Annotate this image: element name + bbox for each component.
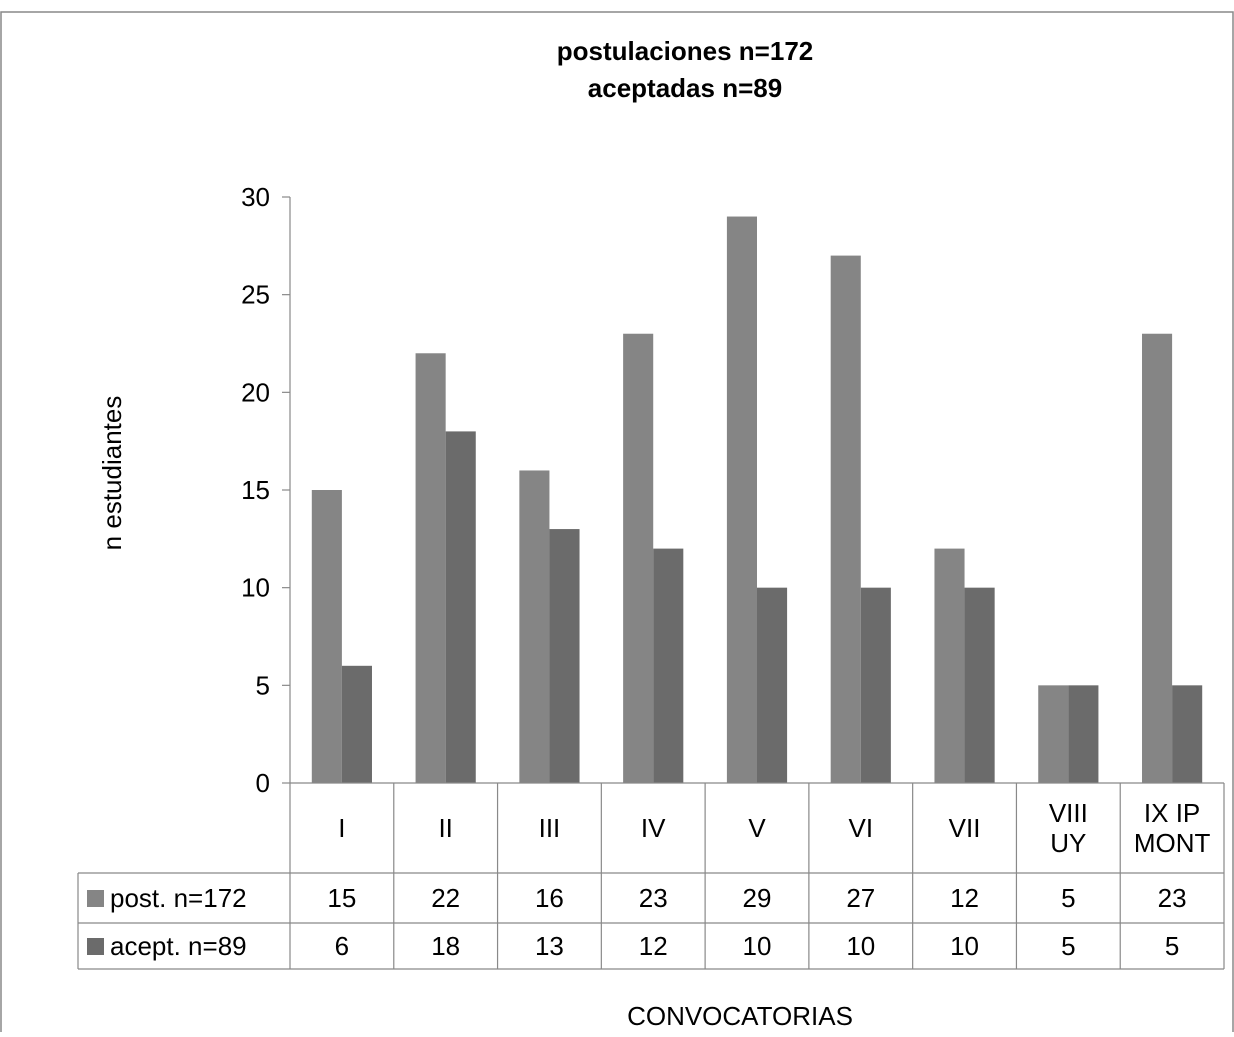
bar-post [830, 255, 861, 784]
bar-post [1038, 685, 1069, 783]
table-value: 27 [846, 883, 875, 913]
table-value: 13 [535, 931, 564, 961]
category-label: VII [949, 813, 981, 843]
bar-acept [445, 431, 476, 783]
chart-title-line-1: postulaciones n=172 [557, 36, 813, 66]
bar-acept [549, 529, 580, 783]
table-value: 10 [950, 931, 979, 961]
bar-post [623, 333, 654, 783]
table-value: 12 [950, 883, 979, 913]
category-label: IV [641, 813, 666, 843]
bar-post [311, 490, 342, 783]
bar-post [519, 470, 550, 783]
category-label: UY [1050, 828, 1086, 858]
table-value: 12 [639, 931, 668, 961]
category-label: II [438, 813, 452, 843]
y-axis-label: n estudiantes [97, 396, 127, 551]
x-axis-label: CONVOCATORIAS [627, 1001, 853, 1031]
category-label: IX IP [1144, 798, 1200, 828]
bar-acept [860, 587, 891, 783]
y-tick-label: 10 [241, 573, 270, 603]
table-value: 5 [1165, 931, 1179, 961]
y-tick-label: 5 [256, 670, 270, 700]
category-label: I [338, 813, 345, 843]
y-tick-label: 0 [256, 768, 270, 798]
bar-post [1142, 333, 1173, 783]
legend-label-acept: acept. n=89 [110, 931, 247, 961]
table-value: 5 [1061, 931, 1075, 961]
y-tick-label: 25 [241, 280, 270, 310]
y-tick-label: 15 [241, 475, 270, 505]
table-value: 23 [1158, 883, 1187, 913]
chart-border [0, 11, 1234, 1037]
category-label: VIII [1049, 798, 1088, 828]
table-value: 29 [743, 883, 772, 913]
table-value: 6 [335, 931, 349, 961]
bar-post [726, 216, 757, 784]
table-value: 10 [743, 931, 772, 961]
table-value: 18 [431, 931, 460, 961]
bar-acept [757, 587, 788, 783]
table-value: 23 [639, 883, 668, 913]
table-value: 15 [327, 883, 356, 913]
bar-acept [964, 587, 995, 783]
y-tick-label: 20 [241, 377, 270, 407]
category-label: III [539, 813, 561, 843]
legend-swatch-post [87, 890, 104, 907]
bar-acept [341, 665, 372, 783]
y-tick-label: 30 [241, 182, 270, 212]
legend-swatch-acept [87, 938, 104, 955]
chart-title-line-2: aceptadas n=89 [588, 73, 782, 103]
table-value: 10 [846, 931, 875, 961]
table-value: 5 [1061, 883, 1075, 913]
legend-label-post: post. n=172 [110, 883, 247, 913]
table-value: 22 [431, 883, 460, 913]
bar-acept [653, 548, 684, 783]
category-label: V [748, 813, 766, 843]
bar-acept [1172, 685, 1203, 783]
bar-acept [1068, 685, 1099, 783]
bar-post [934, 548, 965, 783]
table-value: 16 [535, 883, 564, 913]
bar-post [415, 353, 446, 783]
category-label: VI [848, 813, 873, 843]
category-label: MONT [1134, 828, 1211, 858]
